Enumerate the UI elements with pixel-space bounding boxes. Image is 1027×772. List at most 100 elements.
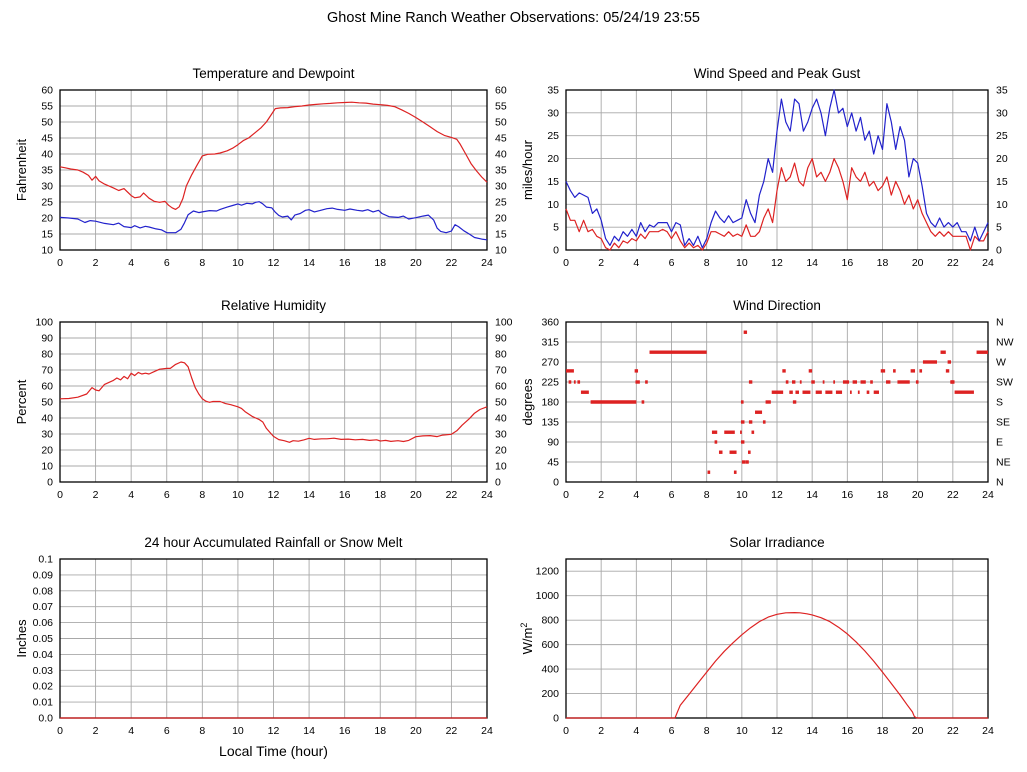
grid: [565, 559, 989, 719]
x-tick-label: 4: [128, 725, 134, 737]
plot-frame: [565, 321, 989, 483]
y-tick-label: 30: [41, 429, 53, 441]
x-tick-label: 8: [704, 725, 710, 737]
compass-label: NE: [996, 457, 1011, 469]
y-tick-label: 0.0: [38, 713, 53, 725]
x-tick-label: 22: [446, 257, 458, 269]
page-title: Ghost Mine Ranch Weather Observations: 0…: [327, 10, 700, 26]
x-tick-label: 8: [199, 257, 205, 269]
x-tick-label: 6: [669, 257, 675, 269]
compass-label: N: [996, 477, 1004, 489]
x-tick-label: 6: [164, 489, 170, 501]
x-tick-label: 12: [268, 489, 280, 501]
y-tick-label: 0.08: [33, 585, 54, 597]
x-tick-label: 24: [982, 725, 994, 737]
series-wind-speed: [565, 157, 989, 251]
x-tick-label: 2: [93, 257, 99, 269]
x-tick-label: 0: [57, 257, 63, 269]
x-tick-label: 22: [446, 489, 458, 501]
y-tick-label-right: 10: [996, 199, 1008, 211]
x-tick-label: 16: [339, 489, 351, 501]
chart-title: Temperature and Dewpoint: [192, 66, 354, 81]
y-tick-label-right: 50: [495, 117, 507, 129]
x-tick-label: 2: [93, 725, 99, 737]
x-tick-label: 14: [303, 489, 315, 501]
y-tick-label: 0.1: [38, 554, 53, 566]
y-tick-label: 30: [41, 181, 53, 193]
x-tick-label: 12: [268, 257, 280, 269]
y-tick-label: 30: [547, 107, 559, 119]
y-tick-label: 50: [41, 117, 53, 129]
series-solar-irradiance: [566, 611, 988, 719]
y-axis-label: miles/hour: [520, 139, 535, 200]
plot-frame: [565, 558, 989, 719]
y-axis-label: Inches: [14, 619, 29, 658]
x-tick-label: 4: [128, 489, 134, 501]
x-tick-label: 22: [947, 257, 959, 269]
chart-title: Wind Direction: [733, 298, 821, 313]
x-tick-label: 10: [232, 257, 244, 269]
x-tick-label: 24: [982, 489, 994, 501]
y-tick-label-right: 40: [495, 413, 507, 425]
x-tick-label: 8: [704, 257, 710, 269]
y-tick-label: 50: [41, 397, 53, 409]
compass-label: E: [996, 437, 1003, 449]
x-tick-label: 2: [598, 489, 604, 501]
y-tick-label: 200: [541, 688, 559, 700]
x-tick-label: 0: [563, 489, 569, 501]
plot-frame: [565, 89, 989, 251]
y-tick-label-right: 100: [495, 317, 513, 329]
y-tick-label: 400: [541, 664, 559, 676]
compass-label: SW: [996, 377, 1013, 389]
x-tick-label: 24: [481, 725, 493, 737]
y-tick-label: 1200: [536, 566, 560, 578]
x-tick-label: 8: [199, 489, 205, 501]
y-axis-label: degrees: [520, 378, 535, 425]
y-tick-label-right: 90: [495, 333, 507, 345]
x-tick-label: 16: [841, 489, 853, 501]
x-tick-label: 20: [912, 257, 924, 269]
y-tick-label-right: 35: [495, 165, 507, 177]
x-tick-label: 8: [199, 725, 205, 737]
y-tick-label: 40: [41, 413, 53, 425]
series-relative-humidity: [59, 361, 488, 443]
y-tick-label: 0.06: [33, 617, 54, 629]
y-tick-label: 800: [541, 615, 559, 627]
x-tick-label: 10: [736, 725, 748, 737]
x-tick-label: 16: [841, 725, 853, 737]
y-tick-label-right: 25: [495, 197, 507, 209]
chart-title: Solar Irradiance: [729, 535, 824, 550]
x-tick-label: 12: [268, 725, 280, 737]
y-tick-label: 35: [41, 165, 53, 177]
y-tick-label: 0.01: [33, 697, 54, 709]
y-tick-label-right: 20: [495, 445, 507, 457]
y-tick-label: 20: [41, 213, 53, 225]
y-tick-label-right: 30: [495, 181, 507, 193]
y-tick-label: 10: [547, 199, 559, 211]
y-tick-label-right: 70: [495, 365, 507, 377]
y-tick-label: 600: [541, 639, 559, 651]
series-dewpoint: [59, 201, 488, 241]
chart-title: 24 hour Accumulated Rainfall or Snow Mel…: [144, 535, 402, 550]
x-tick-label: 20: [410, 257, 422, 269]
y-tick-label: 1000: [536, 590, 560, 602]
x-tick-label: 24: [481, 489, 493, 501]
x-tick-label: 2: [598, 257, 604, 269]
grid: [59, 558, 488, 719]
y-tick-label: 15: [547, 176, 559, 188]
y-tick-label: 315: [541, 337, 559, 349]
y-tick-label: 0.09: [33, 569, 54, 581]
y-tick-label-right: 20: [495, 213, 507, 225]
x-tick-label: 10: [736, 257, 748, 269]
compass-label: NW: [996, 337, 1014, 349]
x-tick-label: 16: [339, 257, 351, 269]
x-tick-label: 14: [806, 257, 818, 269]
y-tick-label-right: 15: [996, 176, 1008, 188]
y-tick-label: 80: [41, 349, 53, 361]
x-tick-label: 12: [771, 257, 783, 269]
x-tick-label: 18: [374, 257, 386, 269]
x-tick-label: 4: [633, 725, 639, 737]
x-tick-label: 16: [841, 257, 853, 269]
